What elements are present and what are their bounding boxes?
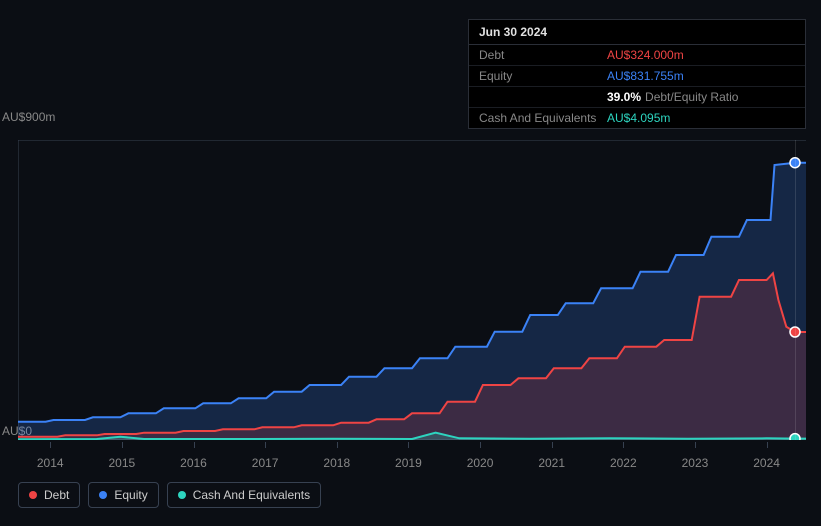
tooltip-row-label: Cash And Equivalents bbox=[479, 111, 607, 125]
chart-legend: Debt Equity Cash And Equivalents bbox=[18, 482, 321, 508]
tooltip-row: DebtAU$324.000m bbox=[469, 45, 805, 66]
tooltip-row: EquityAU$831.755m bbox=[469, 66, 805, 87]
tooltip-row: Cash And EquivalentsAU$4.095m bbox=[469, 108, 805, 128]
legend-item-cash-and-equivalents[interactable]: Cash And Equivalents bbox=[167, 482, 321, 508]
tooltip-date: Jun 30 2024 bbox=[469, 20, 805, 45]
legend-label: Equity bbox=[114, 488, 147, 502]
tooltip-row: 39.0% Debt/Equity Ratio bbox=[469, 87, 805, 108]
x-tick-line bbox=[265, 442, 266, 448]
ratio-percent: 39.0% bbox=[607, 90, 641, 104]
ratio-label-text: Debt/Equity Ratio bbox=[645, 90, 738, 104]
y-axis-max-label: AU$900m bbox=[2, 110, 62, 124]
x-tick-label: 2016 bbox=[180, 456, 207, 470]
x-tick-line bbox=[408, 442, 409, 448]
x-tick-label: 2019 bbox=[395, 456, 422, 470]
x-tick-label: 2017 bbox=[252, 456, 279, 470]
x-axis: 2014201520162017201820192020202120222023… bbox=[18, 442, 806, 462]
x-tick-line bbox=[480, 442, 481, 448]
tooltip-row-value: AU$831.755m bbox=[607, 69, 684, 83]
legend-item-debt[interactable]: Debt bbox=[18, 482, 80, 508]
x-tick-label: 2021 bbox=[538, 456, 565, 470]
debt-equity-chart: AU$900m AU$0 201420152016201720182019202… bbox=[18, 120, 806, 470]
plot-area[interactable] bbox=[18, 140, 806, 440]
x-tick-line bbox=[337, 442, 338, 448]
tooltip-row-label bbox=[479, 90, 607, 104]
x-tick-label: 2014 bbox=[37, 456, 64, 470]
chart-tooltip: Jun 30 2024 DebtAU$324.000mEquityAU$831.… bbox=[468, 19, 806, 129]
x-tick-line bbox=[695, 442, 696, 448]
legend-label: Cash And Equivalents bbox=[193, 488, 310, 502]
legend-dot-icon bbox=[99, 491, 107, 499]
legend-dot-icon bbox=[178, 491, 186, 499]
tooltip-row-value: AU$4.095m bbox=[607, 111, 670, 125]
x-tick-line bbox=[767, 442, 768, 448]
x-tick-line bbox=[552, 442, 553, 448]
x-tick-label: 2023 bbox=[682, 456, 709, 470]
x-tick-line bbox=[623, 442, 624, 448]
x-tick-label: 2020 bbox=[467, 456, 494, 470]
x-tick-line bbox=[50, 442, 51, 448]
tooltip-rows: DebtAU$324.000mEquityAU$831.755m39.0%Deb… bbox=[469, 45, 805, 128]
tooltip-row-label: Debt bbox=[479, 48, 607, 62]
tooltip-row-value: AU$324.000m bbox=[607, 48, 684, 62]
chart-svg bbox=[18, 140, 806, 440]
x-tick-line bbox=[122, 442, 123, 448]
x-tick-line bbox=[194, 442, 195, 448]
tooltip-row-label: Equity bbox=[479, 69, 607, 83]
legend-label: Debt bbox=[44, 488, 69, 502]
cursor-line bbox=[795, 140, 796, 440]
legend-dot-icon bbox=[29, 491, 37, 499]
x-tick-label: 2015 bbox=[109, 456, 136, 470]
x-tick-label: 2024 bbox=[753, 456, 780, 470]
tooltip-row-value: 39.0% Debt/Equity Ratio bbox=[607, 90, 738, 104]
legend-item-equity[interactable]: Equity bbox=[88, 482, 158, 508]
x-tick-label: 2018 bbox=[323, 456, 350, 470]
x-tick-label: 2022 bbox=[610, 456, 637, 470]
